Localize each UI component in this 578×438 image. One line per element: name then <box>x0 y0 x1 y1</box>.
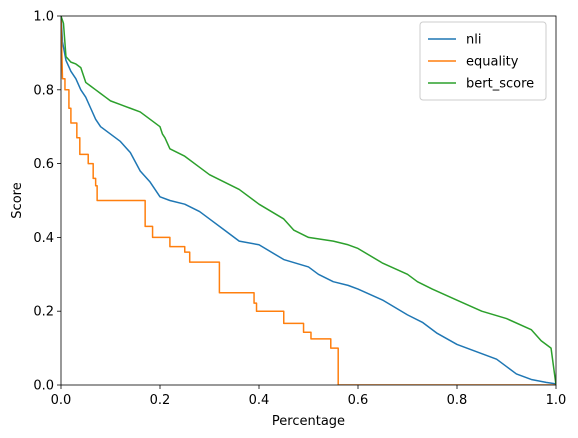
x-axis-label: Percentage <box>272 414 345 429</box>
axes: 0.0 0.2 0.4 0.6 0.8 1.0 0.0 0.2 0.4 0.6 0.8 1.0 <box>33 10 566 409</box>
x-tick-label: 0.6 <box>348 393 369 408</box>
legend-label-equality: equality <box>466 55 519 70</box>
legend-label-nli: nli <box>466 33 481 48</box>
y-tick-label: 0.4 <box>33 231 54 246</box>
plot-frame <box>60 15 557 386</box>
legend-label-bert_score: bert_score <box>466 77 534 92</box>
x-tick-label: 0.4 <box>249 393 270 408</box>
x-tick-label: 0.0 <box>51 393 72 408</box>
y-tick-label: 1.0 <box>33 10 54 25</box>
y-tick-label: 0.0 <box>33 379 54 394</box>
y-tick-label: 0.8 <box>33 83 54 98</box>
series-line-bert_score <box>61 16 556 385</box>
legend-box <box>419 21 547 101</box>
plot-area <box>61 16 556 385</box>
y-tick-label: 0.6 <box>33 157 54 172</box>
y-tick-label: 0.2 <box>33 305 54 320</box>
legend: nli equality bert_score <box>419 21 547 101</box>
series-line-nli <box>61 16 556 385</box>
series-line-equality <box>61 16 556 385</box>
y-axis-label: Score <box>10 182 25 218</box>
x-tick-label: 0.8 <box>447 393 468 408</box>
x-tick-label: 1.0 <box>546 393 567 408</box>
x-tick-label: 0.2 <box>150 393 171 408</box>
